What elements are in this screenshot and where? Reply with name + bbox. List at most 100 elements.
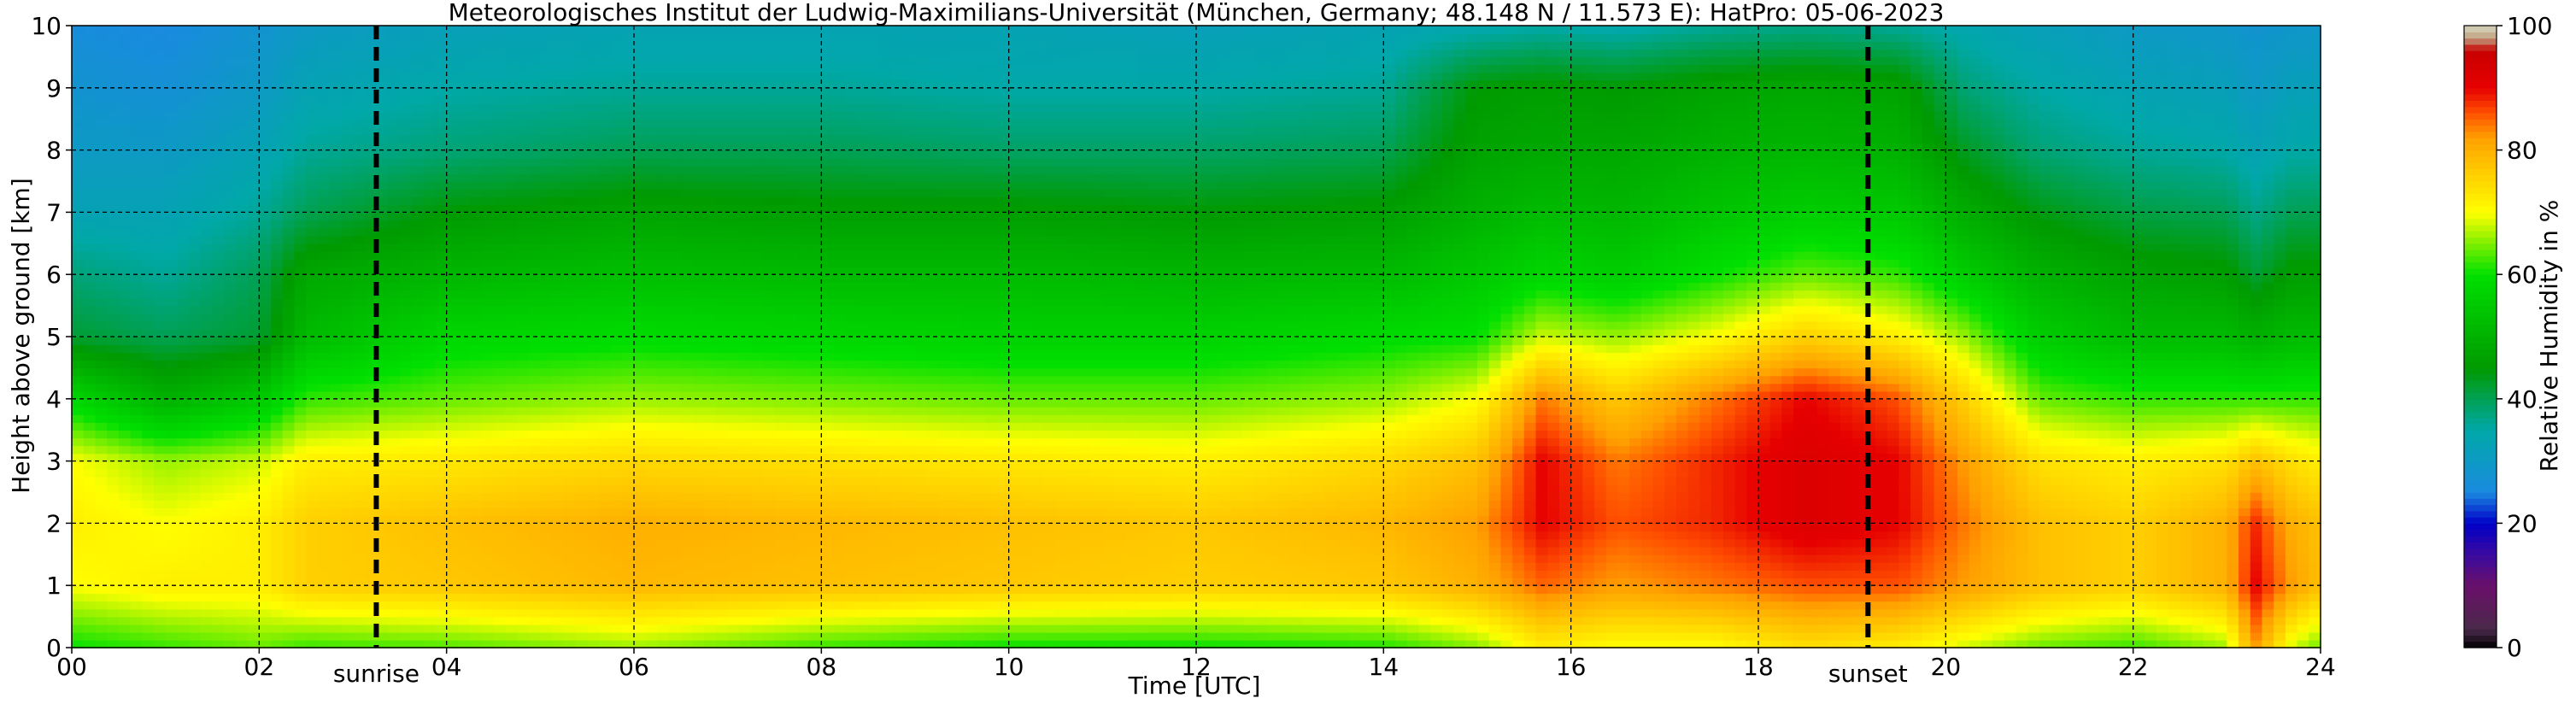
heatmap-cell <box>446 453 460 462</box>
heatmap-cell <box>306 220 319 229</box>
heatmap-cell <box>704 608 717 618</box>
heatmap-cell <box>786 601 799 610</box>
heatmap-cell <box>224 227 237 237</box>
heatmap-cell <box>516 134 530 144</box>
heatmap-cell <box>118 328 132 337</box>
heatmap-cell <box>645 523 659 532</box>
heatmap-cell <box>692 197 706 206</box>
heatmap-cell <box>95 375 108 384</box>
heatmap-cell <box>587 259 600 267</box>
heatmap-cell <box>388 585 401 595</box>
heatmap-cell <box>669 313 682 322</box>
heatmap-cell <box>505 484 518 493</box>
heatmap-cell <box>72 64 85 73</box>
heatmap-cell <box>598 476 612 485</box>
heatmap-cell <box>645 290 659 299</box>
heatmap-cell <box>399 352 413 361</box>
heatmap-cell <box>598 259 612 267</box>
heatmap-cell <box>177 290 190 299</box>
heatmap-cell <box>177 360 190 369</box>
heatmap-cell <box>118 453 132 462</box>
heatmap-cell <box>610 531 624 540</box>
heatmap-cell <box>142 274 155 284</box>
heatmap-cell <box>540 41 553 50</box>
heatmap-cell <box>247 243 261 252</box>
heatmap-cell <box>692 585 706 595</box>
heatmap-cell <box>83 111 97 120</box>
heatmap-cell <box>399 406 413 415</box>
heatmap-cell <box>83 126 97 136</box>
heatmap-cell <box>399 616 413 625</box>
heatmap-cell <box>552 173 565 182</box>
heatmap-cell <box>364 352 378 361</box>
heatmap-cell <box>165 72 179 81</box>
heatmap-cell <box>575 267 588 275</box>
heatmap-cell <box>224 267 237 275</box>
heatmap-cell <box>271 227 284 237</box>
heatmap-cell <box>235 398 249 408</box>
heatmap-cell <box>142 352 155 361</box>
heatmap-cell <box>130 468 144 478</box>
heatmap-cell <box>680 398 694 408</box>
heatmap-cell <box>83 344 97 353</box>
heatmap-cell <box>563 578 577 586</box>
heatmap-cell <box>364 337 378 345</box>
heatmap-cell <box>563 189 577 197</box>
heatmap-cell <box>107 554 120 563</box>
heatmap-cell <box>587 313 600 322</box>
heatmap-cell <box>516 554 530 563</box>
heatmap-cell <box>329 134 343 144</box>
heatmap-cell <box>294 616 307 625</box>
heatmap-cell <box>189 445 202 455</box>
heatmap-cell <box>446 523 460 532</box>
heatmap-cell <box>118 500 132 508</box>
heatmap-cell <box>306 142 319 151</box>
heatmap-cell <box>212 344 226 353</box>
heatmap-cell <box>645 235 659 244</box>
heatmap-cell <box>598 64 612 73</box>
heatmap-cell <box>458 631 471 641</box>
heatmap-cell <box>142 484 155 493</box>
heatmap-cell <box>786 220 799 229</box>
heatmap-cell <box>282 484 296 493</box>
heatmap-cell <box>72 220 85 229</box>
heatmap-cell <box>200 352 214 361</box>
heatmap-cell <box>528 305 542 314</box>
heatmap-cell <box>505 616 518 625</box>
heatmap-cell <box>247 492 261 501</box>
heatmap-cell <box>376 375 389 384</box>
heatmap-cell <box>446 406 460 415</box>
heatmap-cell <box>470 313 483 322</box>
heatmap-cell <box>95 601 108 610</box>
heatmap-cell <box>235 103 249 112</box>
heatmap-cell <box>434 87 448 97</box>
heatmap-cell <box>540 134 553 144</box>
heatmap-cell <box>177 492 190 501</box>
heatmap-cell <box>423 267 436 275</box>
heatmap-cell <box>774 189 788 197</box>
heatmap-cell <box>177 119 190 128</box>
heatmap-cell <box>271 360 284 369</box>
heatmap-cell <box>505 360 518 369</box>
heatmap-cell <box>271 126 284 136</box>
heatmap-cell <box>505 585 518 595</box>
heatmap-cell <box>552 406 565 415</box>
heatmap-cell <box>329 468 343 478</box>
heatmap-cell <box>259 220 272 229</box>
heatmap-cell <box>341 538 354 548</box>
heatmap-cell <box>235 468 249 478</box>
heatmap-cell <box>200 593 214 602</box>
heatmap-cell <box>762 352 776 361</box>
heatmap-cell <box>142 593 155 602</box>
heatmap-cell <box>587 328 600 337</box>
heatmap-cell <box>762 267 776 275</box>
heatmap-cell <box>598 126 612 136</box>
heatmap-cell <box>165 49 179 58</box>
heatmap-cell <box>212 492 226 501</box>
heatmap-cell <box>645 72 659 81</box>
heatmap-cell <box>563 631 577 641</box>
heatmap-cell <box>212 390 226 400</box>
heatmap-cell <box>165 601 179 610</box>
heatmap-cell <box>142 639 155 648</box>
heatmap-cell <box>669 476 682 485</box>
